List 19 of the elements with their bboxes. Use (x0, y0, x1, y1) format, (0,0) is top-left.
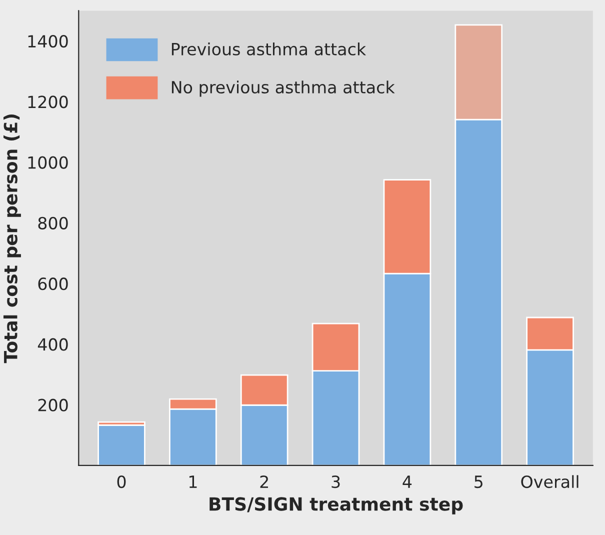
y-axis-title: Total cost per person (£) (3, 114, 21, 364)
y-tick-label: 1400 (28, 34, 68, 48)
y-tick-label: 400 (38, 338, 68, 351)
legend-label: Previous asthma attack (172, 42, 366, 56)
bar (98, 424, 146, 466)
legend-label: No previous asthma attack (172, 80, 395, 97)
y-tick-label: 1000 (28, 156, 68, 169)
x-tick-label: 3 (332, 475, 340, 488)
y-tick-label: 800 (38, 216, 68, 230)
x-tick-label: 4 (402, 476, 412, 488)
y-tick-label: 200 (38, 398, 68, 412)
y-tick-label: 600 (38, 278, 68, 290)
x-tick-label: 5 (474, 476, 482, 488)
y-tick-label: 1200 (28, 96, 68, 108)
x-tick-label: Overall (521, 475, 578, 488)
x-tick-label: 2 (260, 475, 268, 488)
x-tick-label: 0 (117, 475, 126, 488)
x-tick-label: 1 (189, 476, 197, 488)
x-axis-title: BTS/SIGN treatment step (210, 497, 463, 514)
